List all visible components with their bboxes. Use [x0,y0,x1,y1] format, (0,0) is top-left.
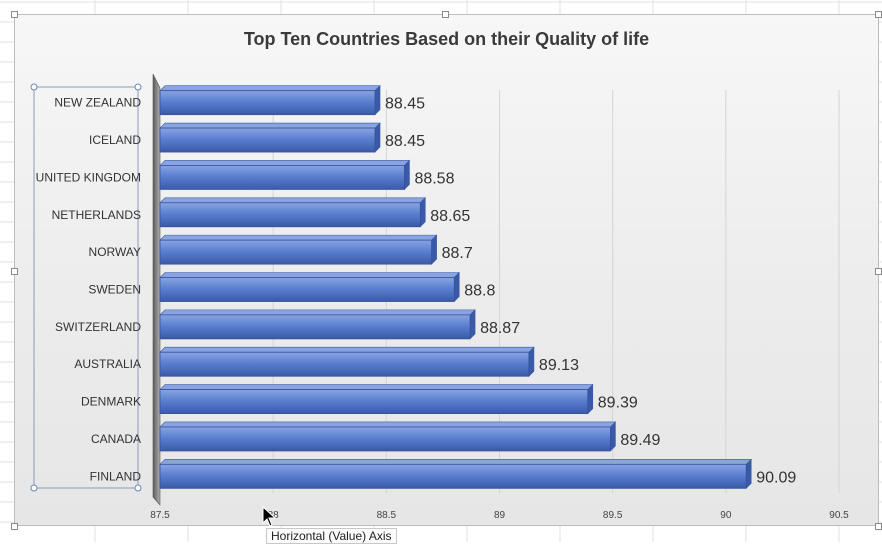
bar-canada[interactable] [159,426,611,452]
data-label: 88.8 [464,283,495,300]
bar-end-face [469,309,476,340]
x-tick-label: 90.5 [829,510,849,521]
bar-top-face [159,272,460,278]
data-label: 89.13 [539,357,579,374]
selection-handle[interactable] [30,484,38,492]
selection-handle[interactable] [30,83,38,91]
bar-end-face [745,458,752,490]
bar-top-face [159,160,411,166]
bar-top-face [159,421,617,428]
bar-sweden[interactable] [159,277,455,302]
data-label: 88.7 [442,245,473,262]
bar-top-face [159,122,381,129]
category-label: SWEDEN [88,283,141,297]
category-label: UNITED KINGDOM [36,170,141,184]
chart-title[interactable]: Top Ten Countries Based on their Quality… [243,29,650,49]
data-label: 88.45 [385,133,425,150]
axis-selection-box [33,86,139,489]
category-label: NEW ZEALAND [54,96,141,110]
selection-handle[interactable] [134,484,142,492]
x-tick-label: 89.5 [603,510,623,521]
bar-top-face [159,459,752,465]
x-tick-label: 89 [494,510,506,521]
data-label: 89.39 [598,395,638,412]
x-tick-label: 88.5 [377,510,397,521]
bar-norway[interactable] [159,239,433,265]
data-label: 88.87 [480,320,520,337]
selection-handle[interactable] [134,83,142,91]
resize-handle-top-left[interactable] [11,11,18,18]
bar-top-face [159,309,476,316]
category-label: NORWAY [89,245,141,259]
category-label: SWITZERLAND [55,320,141,334]
resize-handle-top[interactable] [442,11,449,18]
category-label: FINLAND [90,469,142,483]
category-label: ICELAND [89,133,141,147]
bar-finland[interactable] [159,463,747,489]
bar-top-face [159,85,381,91]
category-label: AUSTRALIA [74,357,141,371]
bar-top-face [159,234,438,241]
bar-end-face [587,383,594,415]
resize-handle-bottom-left[interactable] [11,523,18,530]
data-label: 89.49 [620,432,660,449]
bar-end-face [610,421,616,452]
bar-end-face [374,84,381,116]
bar-end-face [528,346,535,377]
data-label: 88.45 [385,96,425,113]
category-label: CANADA [91,432,141,446]
x-tick-label: 87.5 [150,510,170,521]
bar-australia[interactable] [159,351,530,377]
x-tick-label: 88 [268,510,280,521]
resize-handle-left[interactable] [11,268,18,275]
bar-iceland[interactable] [159,127,376,153]
bar-top-face [159,197,427,204]
bar-end-face [374,122,381,153]
bar-new-zealand[interactable] [159,90,376,116]
bar-netherlands[interactable] [159,202,421,228]
category-label: DENMARK [81,395,141,409]
bar-switzerland[interactable] [159,314,471,340]
data-label: 88.58 [414,170,454,187]
bar-end-face [431,234,437,265]
bar-united-kingdom[interactable] [159,165,405,190]
category-axis-wall [152,73,161,506]
category-label: NETHERLANDS [52,208,141,222]
data-label: 90.09 [756,469,796,486]
bar-top-face [159,384,594,390]
data-label: 88.65 [430,208,470,225]
bar-denmark[interactable] [159,389,589,414]
bar-end-face [453,271,460,303]
bar-end-face [404,159,410,191]
bar-top-face [159,346,535,353]
x-tick-label: 90 [720,510,732,521]
bar-end-face [419,197,426,228]
mouse-pointer-icon [262,506,277,527]
